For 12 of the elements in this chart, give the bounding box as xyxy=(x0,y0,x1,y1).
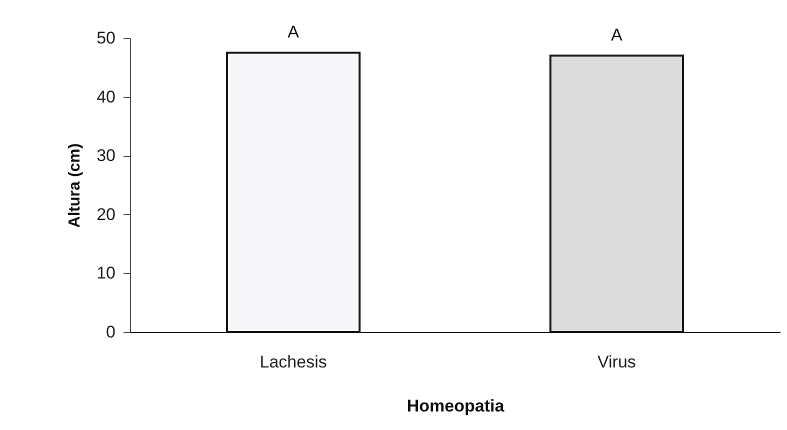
x-axis-title: Homeopatia xyxy=(406,396,505,416)
x-tick-label: Lachesis xyxy=(260,352,327,372)
y-tick-label: 40 xyxy=(96,87,116,106)
annotation: A xyxy=(288,22,300,42)
annotation: A xyxy=(611,26,624,45)
y-tick-label: 30 xyxy=(96,146,116,166)
y-axis-title: Altura (cm) xyxy=(66,143,84,228)
x-tick-label: Virus xyxy=(597,352,636,372)
y-tick-label: 10 xyxy=(96,264,116,283)
y-tick-label: 50 xyxy=(96,28,116,48)
y-tick-label: 20 xyxy=(96,204,116,224)
y-tick-label: 0 xyxy=(106,322,116,342)
